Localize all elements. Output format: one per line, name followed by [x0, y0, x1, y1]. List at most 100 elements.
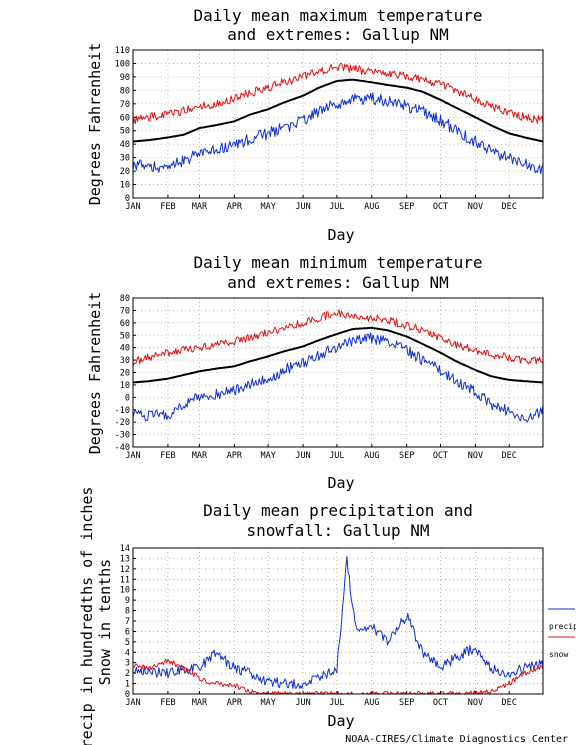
y-axis-label: Degrees Fahrenheit — [86, 43, 104, 206]
x-tick-label: APR — [227, 451, 243, 461]
y-tick-label: 9 — [125, 596, 130, 606]
chart-grid — [132, 547, 543, 695]
x-tick-label: JUN — [295, 202, 310, 212]
legend-label-precip: precip — [549, 622, 576, 631]
y-tick-label: 6 — [125, 627, 130, 637]
max-temp-chart: Daily mean maximum temperature and extre… — [86, 6, 544, 244]
y-tick-label: 70 — [120, 306, 130, 316]
y-tick-label: 40 — [120, 344, 130, 354]
x-tick-label: MAY — [260, 451, 275, 461]
precip-snow-chart: Daily mean precipitation and snowfall: G… — [78, 487, 576, 745]
x-tick-label: DEC — [502, 698, 517, 708]
x-tick-label: MAR — [192, 202, 208, 212]
x-tick-label: OCT — [433, 202, 448, 212]
y-tick-label: -20 — [115, 418, 130, 428]
x-tick-label: DEC — [502, 451, 517, 461]
x-tick-label: JUN — [295, 451, 310, 461]
y-tick-label: 50 — [120, 127, 130, 137]
series-line-mean — [132, 78, 544, 143]
y-tick-labels: -40 -30 -20 -10 0 10 20 30 40 50 60 70 80 — [115, 294, 136, 453]
x-tick-label: AUG — [364, 451, 379, 461]
x-tick-label: JUL — [329, 698, 344, 708]
y-tick-label: 90 — [120, 73, 130, 83]
y-axis-label-line1: Precip in hundredths of inches — [78, 487, 96, 745]
y-axis-label-line2: Snow in tenths — [96, 559, 114, 685]
y-tick-label: 4 — [125, 648, 130, 658]
x-tick-label: AUG — [364, 698, 379, 708]
x-axis-label: Day — [327, 474, 354, 492]
y-tick-label: 100 — [115, 59, 130, 69]
y-tick-label: 10 — [120, 381, 130, 391]
x-tick-label: JUN — [295, 698, 310, 708]
plot-frame — [132, 49, 544, 199]
y-tick-label: 10 — [120, 586, 130, 596]
x-tick-label: SEP — [399, 698, 414, 708]
x-tick-label: OCT — [433, 451, 448, 461]
series-line-lowest — [132, 92, 544, 175]
x-tick-label: APR — [227, 698, 243, 708]
y-tick-label: 20 — [120, 167, 130, 177]
y-tick-label: 1 — [125, 680, 130, 690]
y-tick-label: 80 — [120, 86, 130, 96]
x-tick-labels: JAN FEB MAR APR MAY JUN JUL AUG SEP OCT NOV DEC — [125, 195, 517, 212]
y-tick-label: -10 — [115, 406, 130, 416]
x-tick-label: NOV — [468, 202, 483, 212]
x-tick-label: JUL — [329, 202, 344, 212]
x-tick-label: JUL — [329, 451, 344, 461]
x-axis-label: Day — [327, 712, 354, 730]
data-lines — [132, 309, 544, 423]
y-tick-label: 14 — [120, 544, 130, 554]
x-tick-label: NOV — [468, 698, 483, 708]
series-line-precip — [132, 556, 544, 689]
y-tick-label: 110 — [115, 46, 130, 56]
y-tick-labels: 0 10 20 30 40 50 60 70 80 90 100 110 — [115, 46, 136, 204]
x-tick-labels: JAN FEB MAR APR MAY JUN JUL AUG SEP OCT NOV DEC — [125, 691, 517, 708]
y-tick-label: 80 — [120, 294, 130, 304]
x-tick-label: DEC — [502, 202, 517, 212]
chart-title-line1: Daily mean precipitation and — [203, 501, 473, 520]
chart-grid — [132, 49, 543, 199]
legend: precip snow — [548, 608, 576, 659]
min-temp-chart: Daily mean minimum temperature and extre… — [86, 253, 544, 492]
x-tick-labels: JAN FEB MAR APR MAY JUN JUL AUG SEP OCT NOV DEC — [125, 444, 517, 461]
x-tick-label: FEB — [160, 202, 175, 212]
y-tick-label: 13 — [120, 554, 130, 564]
x-tick-label: MAY — [260, 202, 275, 212]
y-tick-label: -40 — [115, 443, 130, 453]
chart-title-line2: snowfall: Gallup NM — [246, 521, 429, 540]
series-line-lowest — [132, 332, 544, 423]
y-tick-label: 5 — [125, 638, 130, 648]
y-tick-label: 0 — [125, 393, 130, 403]
data-lines — [132, 62, 544, 175]
x-tick-label: FEB — [160, 451, 175, 461]
x-tick-label: SEP — [399, 202, 414, 212]
y-tick-label: 60 — [120, 113, 130, 123]
series-line-snow — [132, 658, 544, 695]
chart-title-line2: and extremes: Gallup NM — [227, 273, 449, 292]
x-axis-label: Day — [327, 226, 354, 244]
series-line-mean — [132, 326, 544, 384]
chart-title-line1: Daily mean minimum temperature — [194, 253, 483, 272]
y-tick-label: 7 — [125, 617, 130, 627]
y-tick-label: 20 — [120, 369, 130, 379]
y-tick-label: 8 — [125, 607, 130, 617]
x-tick-label: MAY — [260, 698, 275, 708]
x-tick-label: JAN — [125, 451, 140, 461]
chart-title-line2: and extremes: Gallup NM — [227, 25, 449, 44]
x-tick-label: JAN — [125, 698, 140, 708]
y-tick-label: 60 — [120, 319, 130, 329]
y-tick-label: 2 — [125, 669, 130, 679]
y-tick-label: 0 — [125, 690, 130, 700]
series-line-highest — [132, 62, 544, 125]
y-tick-label: 10 — [120, 181, 130, 191]
legend-label-snow: snow — [549, 650, 568, 659]
y-tick-label: 30 — [120, 356, 130, 366]
x-tick-label: AUG — [364, 202, 379, 212]
y-tick-label: 11 — [120, 575, 130, 585]
y-tick-label: 30 — [120, 154, 130, 164]
x-tick-label: NOV — [468, 451, 483, 461]
x-tick-label: SEP — [399, 451, 414, 461]
credit-text: NOAA-CIRES/Climate Diagnostics Center — [345, 734, 568, 745]
